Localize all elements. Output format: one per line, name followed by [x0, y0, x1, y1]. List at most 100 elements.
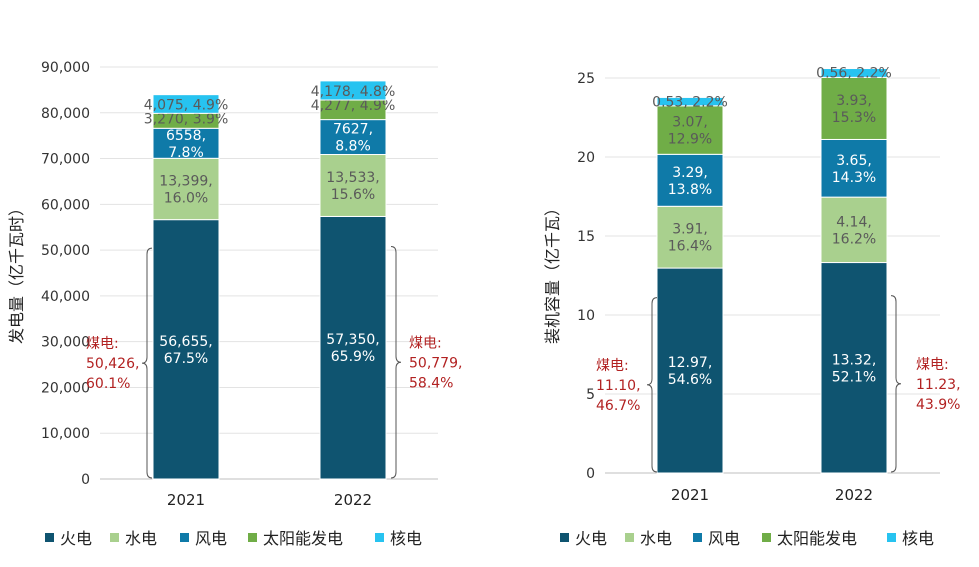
bar-segment — [656, 205, 724, 269]
data-label: 15.3% — [832, 110, 876, 126]
data-label: 4,277, 4.9% — [311, 98, 396, 114]
y-tick-label: 10,000 — [41, 426, 90, 442]
bar-segment — [656, 267, 724, 474]
data-label: 8.8% — [335, 139, 371, 155]
y-tick-label: 90,000 — [41, 60, 90, 76]
y-tick-label: 0 — [81, 472, 90, 488]
data-label: 3,270, 3.9% — [144, 111, 229, 127]
y-axis-title: 装机容量（亿千瓦） — [543, 200, 562, 344]
coal-label: 50,426, — [86, 356, 139, 372]
legend-label: 太阳能发电 — [263, 529, 343, 548]
data-label: 15.6% — [331, 187, 375, 203]
data-label: 4,075, 4.9% — [144, 98, 229, 114]
legend-swatch — [887, 533, 896, 542]
data-label: 57,350, — [326, 332, 379, 348]
legend-swatch — [560, 533, 569, 542]
data-label: 16.2% — [832, 231, 876, 247]
bar-segment — [820, 262, 888, 474]
legend-label: 太阳能发电 — [777, 529, 857, 548]
bar-segment — [152, 94, 220, 114]
data-label: 67.5% — [164, 351, 208, 367]
y-tick-label: 20 — [577, 150, 595, 166]
data-label: 3.93, — [836, 93, 872, 109]
y-tick-label: 60,000 — [41, 197, 90, 213]
legend-swatch — [375, 533, 384, 542]
bar-segment — [820, 68, 888, 78]
y-tick-label: 0 — [586, 466, 595, 482]
y-tick-label: 10 — [577, 308, 595, 324]
data-label: 0.53, 2.2% — [652, 94, 728, 110]
coal-label: 50,779, — [409, 355, 462, 371]
legend-swatch — [693, 533, 702, 542]
data-label: 7.8% — [168, 145, 204, 161]
x-tick-label: 2022 — [835, 486, 873, 504]
legend-swatch — [248, 533, 257, 542]
data-label: 13.32, — [832, 352, 877, 368]
legend-swatch — [762, 533, 771, 542]
data-label: 52.1% — [832, 369, 876, 385]
y-tick-label: 80,000 — [41, 106, 90, 122]
data-label: 6558, — [166, 128, 206, 144]
legend-label: 火电 — [575, 529, 607, 548]
y-tick-label: 50,000 — [41, 243, 90, 259]
coal-label: 煤电: — [916, 357, 949, 373]
bar-segment — [820, 196, 888, 264]
x-tick-label: 2021 — [671, 486, 709, 504]
data-label: 14.3% — [832, 170, 876, 186]
data-label: 13,399, — [159, 173, 212, 189]
coal-label: 46.7% — [596, 398, 640, 414]
data-label: 12.9% — [668, 132, 712, 148]
y-tick-label: 25 — [577, 71, 595, 87]
coal-label: 11.10, — [596, 378, 641, 394]
data-label: 4.14, — [836, 214, 872, 230]
bar-segment — [319, 80, 387, 101]
coal-bracket — [390, 246, 402, 479]
coal-bracket — [141, 247, 153, 479]
y-axis-title: 发电量（亿千瓦时） — [7, 200, 26, 344]
coal-bracket — [646, 297, 658, 473]
data-label: 3.07, — [672, 115, 708, 131]
y-tick-label: 15 — [577, 229, 595, 245]
bar-segment — [152, 127, 220, 159]
legend-label: 核电 — [902, 529, 934, 548]
data-label: 56,655, — [159, 334, 212, 350]
legend-swatch — [45, 533, 54, 542]
data-label: 7627, — [333, 122, 373, 138]
legend-label: 水电 — [125, 529, 157, 548]
bar-segment — [319, 119, 387, 156]
x-tick-label: 2022 — [334, 491, 372, 509]
coal-label: 煤电: — [409, 335, 442, 351]
data-label: 3.29, — [672, 165, 708, 181]
bar-segment — [820, 76, 888, 140]
data-label: 65.9% — [331, 349, 375, 365]
bar-segment — [656, 105, 724, 155]
coal-bracket — [890, 295, 902, 473]
data-label: 16.0% — [164, 190, 208, 206]
data-label: 13,533, — [326, 170, 379, 186]
coal-label: 煤电: — [596, 358, 629, 374]
data-label: 12.97, — [668, 355, 713, 371]
data-label: 16.4% — [668, 239, 712, 255]
bar-segment — [656, 153, 724, 207]
data-label: 3.91, — [672, 222, 708, 238]
legend-swatch — [625, 533, 634, 542]
legend-swatch — [180, 533, 189, 542]
bar-segment — [656, 96, 724, 107]
data-label: 54.6% — [668, 372, 712, 388]
y-tick-label: 70,000 — [41, 152, 90, 168]
coal-label: 43.9% — [916, 397, 960, 413]
legend-label: 风电 — [195, 529, 227, 548]
legend-swatch — [110, 533, 119, 542]
bar-segment — [152, 157, 220, 221]
legend-label: 风电 — [708, 529, 740, 548]
coal-label: 60.1% — [86, 376, 130, 392]
coal-label: 11.23, — [916, 377, 961, 393]
data-label: 13.8% — [668, 182, 712, 198]
coal-label: 58.4% — [409, 375, 453, 391]
y-tick-label: 40,000 — [41, 289, 90, 305]
y-tick-label: 20,000 — [41, 380, 90, 396]
bar-segment — [820, 138, 888, 198]
data-label: 3.65, — [836, 153, 872, 169]
legend-label: 核电 — [390, 529, 422, 548]
